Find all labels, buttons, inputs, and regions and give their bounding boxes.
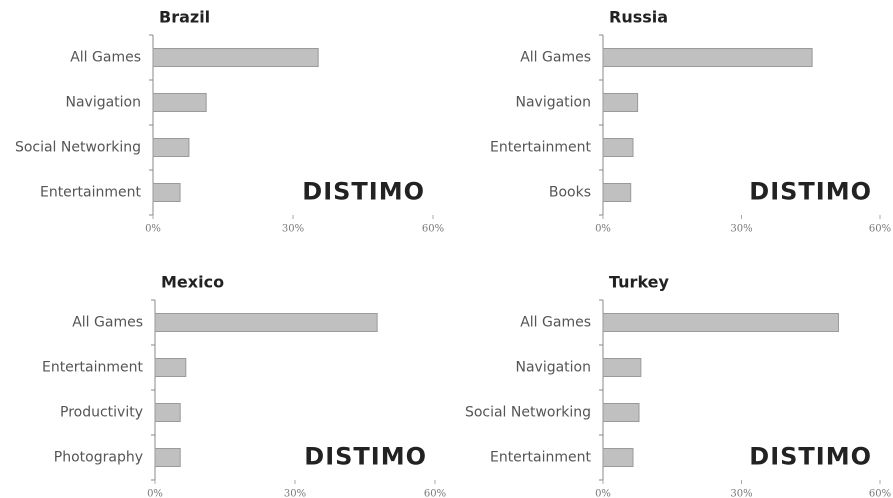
chart-panel: Brazil 0% 30% 60% All Games Navigation Social … bbox=[15, 8, 444, 235]
x-tick-label: 0% bbox=[595, 489, 611, 498]
y-tick-label: Entertainment bbox=[42, 360, 144, 376]
chart-panel: Russia 0% 30% 60% All Games Navigation Enterta… bbox=[490, 8, 891, 235]
bar bbox=[602, 358, 642, 377]
bar bbox=[152, 48, 319, 67]
y-tick-label: All Games bbox=[520, 315, 591, 331]
chart-title: Brazil bbox=[159, 8, 210, 27]
x-tick-label: 0% bbox=[595, 224, 611, 235]
bar bbox=[602, 313, 839, 332]
x-tick-label: 30% bbox=[282, 224, 304, 235]
y-tick-label: All Games bbox=[70, 50, 141, 66]
logo: DISTIMO bbox=[304, 443, 427, 471]
x-tick-label: 30% bbox=[730, 224, 752, 235]
y-tick-label: Books bbox=[549, 185, 591, 201]
y-tick-label: Social Networking bbox=[15, 140, 141, 156]
bar bbox=[154, 313, 378, 332]
chart-panel: Mexico 0% 30% 60% All Games Entertainment Prod… bbox=[42, 273, 446, 498]
x-tick-label: 0% bbox=[145, 224, 161, 235]
bar bbox=[602, 48, 813, 67]
x-tick-label: 30% bbox=[284, 489, 306, 498]
bar bbox=[602, 448, 634, 467]
bar bbox=[154, 403, 181, 422]
y-tick-label: Navigation bbox=[515, 95, 591, 111]
bar bbox=[602, 93, 639, 112]
y-tick-label: Productivity bbox=[60, 405, 143, 421]
y-tick-label: Navigation bbox=[515, 360, 591, 376]
bar bbox=[602, 183, 632, 202]
y-tick-label: Photography bbox=[54, 450, 143, 466]
bar bbox=[154, 448, 181, 467]
y-tick-label: Entertainment bbox=[490, 140, 592, 156]
x-tick-label: 60% bbox=[422, 224, 444, 235]
y-tick-label: All Games bbox=[72, 315, 143, 331]
x-tick-label: 60% bbox=[869, 489, 891, 498]
y-tick-label: All Games bbox=[520, 50, 591, 66]
bar bbox=[152, 183, 181, 202]
logo: DISTIMO bbox=[749, 443, 872, 471]
bar bbox=[154, 358, 187, 377]
x-tick-label: 60% bbox=[424, 489, 446, 498]
bar bbox=[602, 403, 640, 422]
y-tick-label: Navigation bbox=[65, 95, 141, 111]
bar bbox=[602, 138, 634, 157]
chart-title: Turkey bbox=[609, 273, 670, 292]
logo: DISTIMO bbox=[749, 178, 872, 206]
x-tick-label: 0% bbox=[147, 489, 163, 498]
x-tick-label: 60% bbox=[869, 224, 891, 235]
bar bbox=[152, 138, 190, 157]
chart-panel: Turkey 0% 30% 60% All Games Navigation Social … bbox=[465, 273, 891, 498]
y-tick-label: Social Networking bbox=[465, 405, 591, 421]
chart-title: Russia bbox=[609, 8, 668, 27]
logo: DISTIMO bbox=[302, 178, 425, 206]
x-tick-label: 30% bbox=[730, 489, 752, 498]
y-tick-label: Entertainment bbox=[490, 450, 592, 466]
bar bbox=[152, 93, 207, 112]
y-tick-label: Entertainment bbox=[40, 185, 142, 201]
chart-title: Mexico bbox=[161, 273, 224, 292]
